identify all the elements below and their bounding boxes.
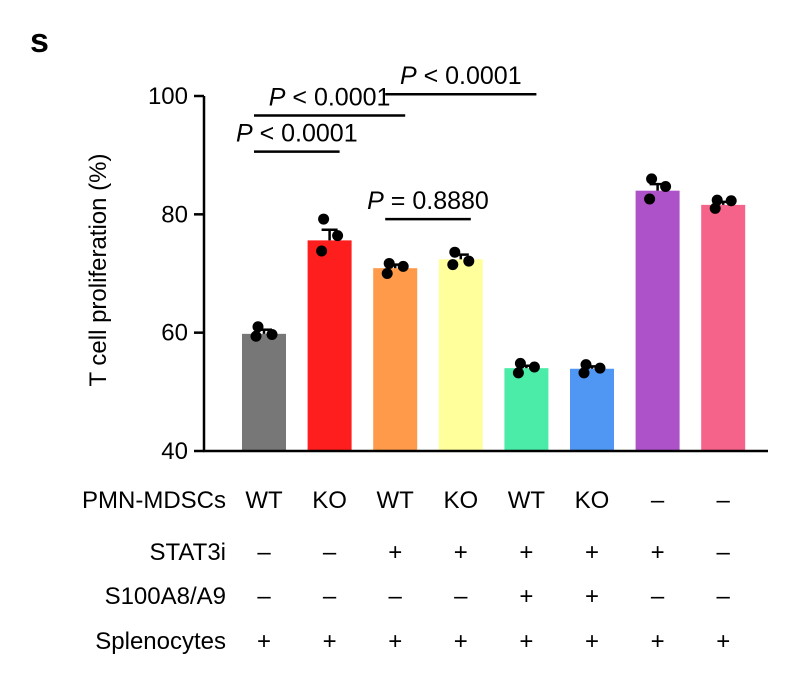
table-cell-4-2: + — [323, 628, 337, 655]
table-cell-4-3: + — [388, 628, 402, 655]
table-cell-3-3: – — [389, 583, 403, 610]
table-cell-1-6: KO — [575, 487, 610, 514]
data-point-8-3 — [709, 202, 721, 214]
y-axis-label: T cell proliferation (%) — [85, 154, 112, 387]
table-cell-1-7: – — [651, 487, 665, 514]
table-cell-3-8: – — [717, 583, 731, 610]
table-cell-2-1: – — [257, 539, 271, 566]
table-cell-3-4: – — [454, 583, 468, 610]
data-point-2-1 — [318, 213, 330, 225]
condition-table: PMN-MDSCs WT KO WT KO WT KO – – STAT3i – – + + + + + – S10… — [82, 487, 731, 655]
y-tick-label-40: 40 — [161, 438, 188, 465]
y-tick-label-60: 60 — [161, 320, 188, 347]
table-cell-1-8: – — [717, 487, 731, 514]
data-point-2-2 — [332, 230, 344, 242]
data-point-8-1 — [711, 194, 723, 206]
data-point-5-3 — [512, 367, 524, 379]
data-points-group — [250, 173, 737, 379]
bar-8 — [701, 204, 746, 451]
data-point-4-2 — [463, 255, 475, 267]
data-point-7-1 — [646, 173, 658, 185]
bar-1 — [242, 333, 286, 451]
table-cell-1-3: WT — [377, 487, 415, 514]
comparison-label-3: P = 0.8880 — [367, 187, 489, 215]
data-point-1-1 — [252, 321, 264, 333]
bars-group — [242, 190, 746, 451]
data-point-5-1 — [514, 357, 526, 369]
table-cell-4-7: + — [651, 628, 665, 655]
table-cell-2-3: + — [388, 539, 402, 566]
comparisons-group: P < 0.0001 P < 0.0001 P = 0.8880 P < 0.0001 — [236, 62, 537, 221]
data-point-2-3 — [316, 245, 328, 257]
bar-6 — [570, 368, 614, 451]
bar-2 — [307, 240, 352, 451]
table-cell-2-7: + — [651, 539, 665, 566]
table-cell-2-4: + — [454, 539, 468, 566]
bar-5 — [504, 368, 549, 451]
data-point-3-1 — [383, 257, 395, 269]
axes-group: 40 60 80 100 — [148, 83, 768, 465]
comparison-label-2: P < 0.0001 — [269, 84, 391, 112]
bar-3 — [373, 268, 418, 451]
table-cell-4-6: + — [585, 628, 599, 655]
data-point-6-2 — [594, 362, 606, 374]
y-tick-label-80: 80 — [161, 201, 188, 228]
data-point-7-3 — [644, 193, 656, 205]
table-row-label-3: S100A8/A9 — [105, 583, 226, 610]
table-cell-3-2: – — [323, 583, 337, 610]
data-point-3-2 — [397, 260, 409, 272]
data-point-1-3 — [250, 330, 262, 342]
data-point-5-2 — [528, 361, 540, 373]
table-row-label-2: STAT3i — [150, 539, 226, 566]
bar-4 — [438, 259, 483, 451]
table-cell-1-4: KO — [443, 487, 478, 514]
comparison-label-4: P < 0.0001 — [400, 62, 522, 90]
comparison-label-1: P < 0.0001 — [236, 120, 358, 148]
table-cell-3-7: – — [651, 583, 665, 610]
data-point-6-3 — [578, 367, 590, 379]
data-point-4-1 — [449, 246, 461, 258]
data-point-6-1 — [580, 359, 592, 371]
table-cell-1-5: WT — [508, 487, 546, 514]
table-row-label-1: PMN-MDSCs — [82, 487, 226, 514]
data-point-4-3 — [447, 259, 459, 271]
table-cell-4-1: + — [257, 628, 271, 655]
table-cell-3-6: + — [585, 583, 599, 610]
bar-7 — [635, 190, 680, 451]
table-cell-2-6: + — [585, 539, 599, 566]
table-cell-1-1: WT — [245, 487, 283, 514]
table-cell-2-8: – — [717, 539, 731, 566]
table-row-label-4: Splenocytes — [95, 628, 226, 655]
table-cell-2-5: + — [519, 539, 533, 566]
table-cell-4-5: + — [519, 628, 533, 655]
table-cell-3-5: + — [519, 583, 533, 610]
data-point-7-2 — [660, 181, 672, 193]
panel-label: s — [30, 22, 49, 60]
table-cell-4-4: + — [454, 628, 468, 655]
data-point-3-3 — [381, 268, 393, 279]
table-cell-3-1: – — [257, 583, 271, 610]
table-cell-4-8: + — [716, 628, 730, 655]
data-point-8-2 — [725, 195, 737, 207]
data-point-1-2 — [266, 328, 278, 340]
y-tick-label-100: 100 — [148, 83, 188, 110]
table-cell-1-2: KO — [312, 487, 347, 514]
table-cell-2-2: – — [323, 539, 337, 566]
